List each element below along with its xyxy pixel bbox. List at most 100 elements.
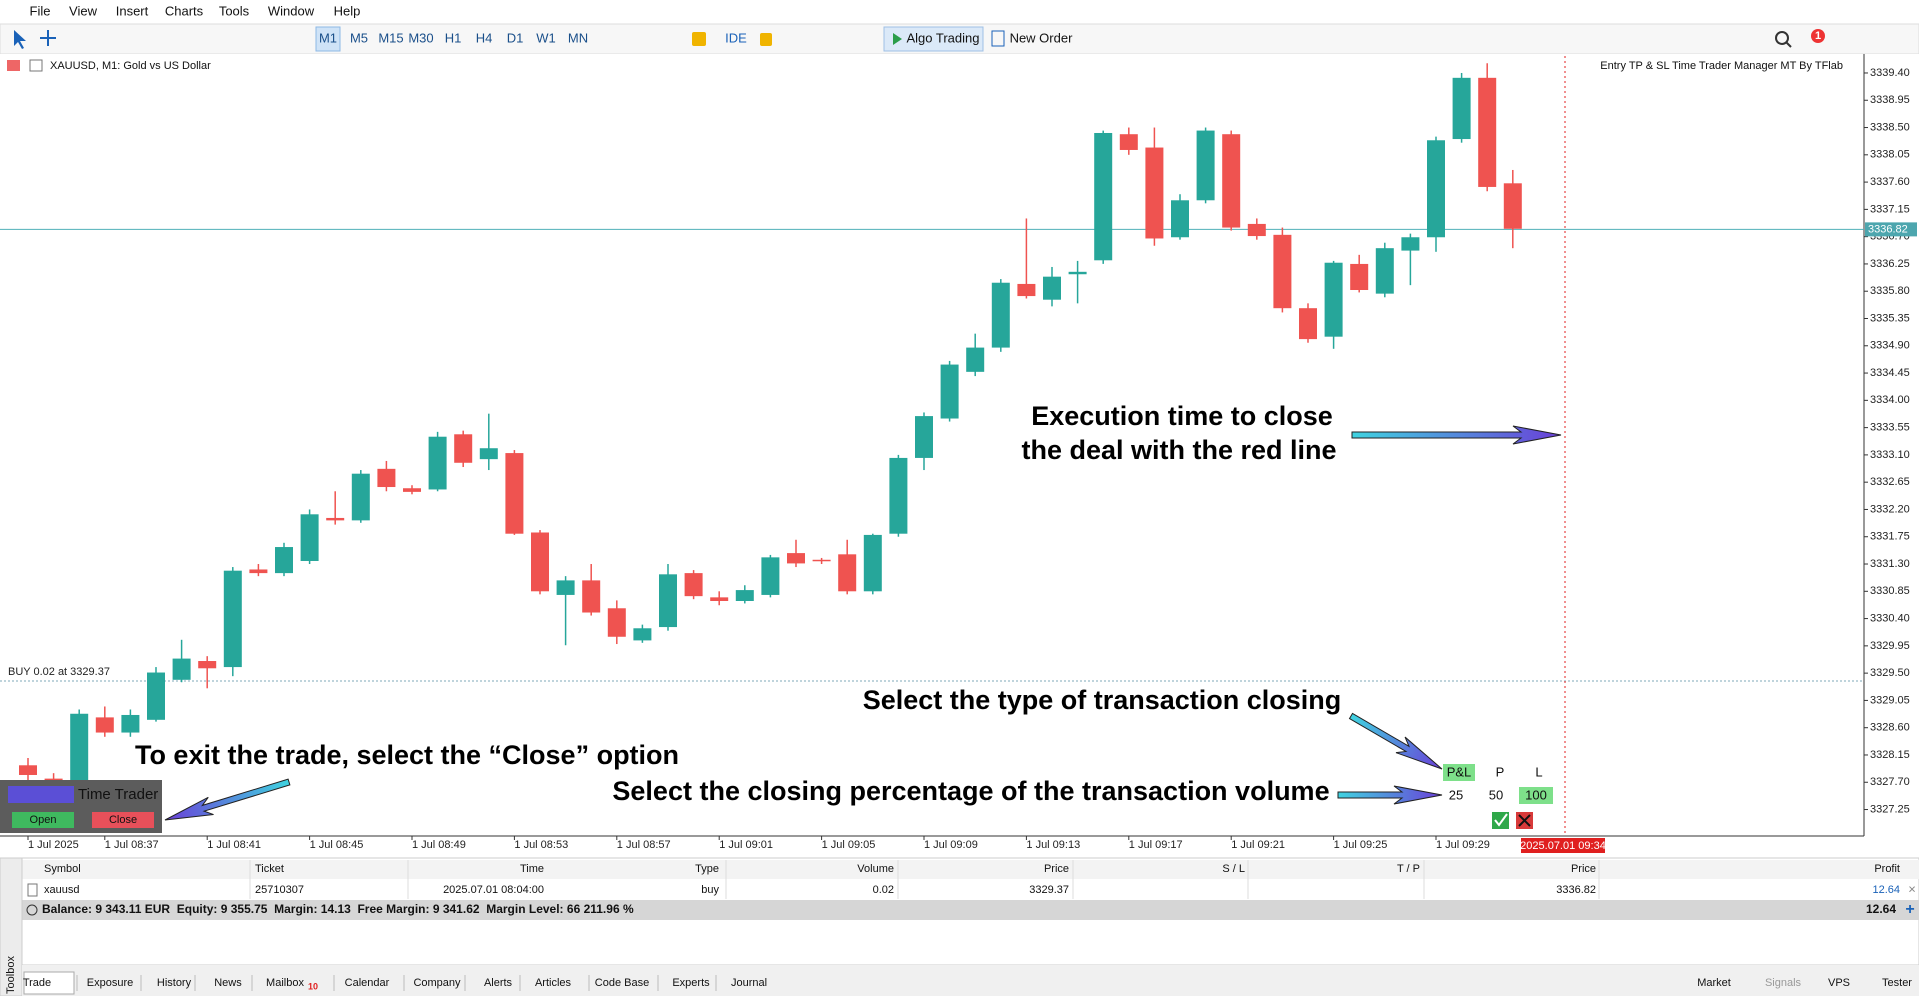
menu-item[interactable]: Window	[268, 3, 315, 18]
status-item[interactable]: VPS	[1828, 977, 1850, 989]
timeframe-button[interactable]: M15	[378, 30, 403, 45]
new-order-button[interactable]: New Order	[1010, 30, 1074, 45]
annotation: To exit the trade, select the “Close” op…	[135, 740, 679, 770]
notification-badge[interactable]	[1811, 29, 1825, 43]
close-type-option[interactable]: P	[1496, 764, 1505, 779]
timeframe-button[interactable]: H4	[476, 30, 493, 45]
panel-tab[interactable]: Company	[413, 977, 461, 989]
close-time-label: 2025.07.01 09:34	[1520, 840, 1606, 852]
cursor-icon[interactable]	[14, 30, 26, 49]
y-tick-label: 3336.25	[1870, 258, 1910, 270]
price-chart: 3339.40 3338.95 3338.50 3338.05 3337.60 3337.…	[0, 63, 1917, 851]
y-tick-label: 3334.90	[1870, 340, 1910, 352]
table-cell: buy	[701, 884, 719, 896]
crosshair-icon[interactable]	[40, 30, 56, 46]
column-header[interactable]: T / P	[1397, 863, 1420, 875]
column-header[interactable]: S / L	[1222, 863, 1245, 875]
menu-item[interactable]: Charts	[165, 3, 204, 18]
close-percent-option[interactable]: 100	[1525, 787, 1547, 802]
search-icon[interactable]	[1775, 31, 1789, 45]
column-header[interactable]: Ticket	[255, 863, 284, 875]
algo-trading-label[interactable]: Algo Trading	[907, 30, 980, 45]
timeframe-button[interactable]: M1	[319, 30, 337, 45]
timeframe-button[interactable]: D1	[507, 30, 524, 45]
menu-item[interactable]: Insert	[116, 3, 149, 18]
close-percent-option[interactable]: 50	[1489, 787, 1503, 802]
candle-body	[991, 282, 1010, 348]
panel-tab[interactable]: Code Base	[595, 977, 649, 989]
candle-body	[505, 453, 524, 534]
menu-item[interactable]: Help	[334, 3, 361, 18]
candle-body	[633, 628, 652, 641]
candle-body	[1324, 262, 1343, 337]
x-tick-label: 1 Jul 09:29	[1436, 839, 1490, 851]
x-tick-label: 1 Jul 09:09	[924, 839, 978, 851]
panel-tab[interactable]: Journal	[731, 977, 767, 989]
column-header[interactable]: Time	[520, 863, 544, 875]
timeframe-button[interactable]: H1	[445, 30, 462, 45]
panel-tab[interactable]: Alerts	[484, 977, 513, 989]
close-type-option[interactable]: L	[1535, 764, 1542, 779]
y-tick-label: 3332.20	[1870, 503, 1910, 515]
candle-body	[479, 448, 498, 460]
column-header[interactable]: Symbol	[44, 863, 81, 875]
candle-body	[761, 557, 780, 595]
x-tick-label: 1 Jul 08:45	[310, 839, 364, 851]
candle-body	[147, 672, 165, 720]
status-item[interactable]: Signals	[1765, 977, 1802, 989]
close-button[interactable]	[92, 812, 154, 828]
candle-body	[121, 714, 140, 733]
menu-item[interactable]: View	[69, 3, 98, 18]
column-header[interactable]: Volume	[857, 863, 894, 875]
timeframe-button[interactable]: W1	[536, 30, 556, 45]
y-tick-label: 3333.55	[1870, 422, 1910, 434]
annotation: the deal with the red line	[1021, 435, 1336, 465]
panel-tab[interactable]: Articles	[535, 977, 572, 989]
close-time-tag	[1521, 838, 1605, 853]
close-label[interactable]: Close	[109, 814, 137, 826]
timeframe-button[interactable]: M5	[350, 30, 368, 45]
candle-body	[223, 570, 242, 668]
close-type-option[interactable]: P&L	[1447, 764, 1472, 779]
add-button[interactable]: +	[1905, 901, 1914, 918]
y-tick-label: 3327.25	[1870, 803, 1910, 815]
menu-item[interactable]: File	[30, 3, 51, 18]
candle-body	[812, 559, 831, 562]
y-tick-label: 3335.80	[1870, 285, 1910, 297]
column-header[interactable]: Price	[1044, 863, 1069, 875]
y-tick-label: 3329.05	[1870, 694, 1910, 706]
panel-tab[interactable]: News	[214, 977, 242, 989]
close-position-button[interactable]: ×	[1908, 881, 1916, 896]
pnl-option-bg[interactable]	[1443, 764, 1475, 781]
candle-body	[1222, 134, 1241, 228]
panel-tab[interactable]: Trade	[23, 977, 51, 989]
table-cell: 3329.37	[1029, 884, 1069, 896]
y-tick-label: 3338.95	[1870, 94, 1910, 106]
status-item[interactable]: Market	[1697, 977, 1731, 989]
candle-body	[1043, 276, 1061, 300]
panel-tab[interactable]: Mailbox	[266, 977, 304, 989]
menu-item[interactable]: Tools	[219, 3, 250, 18]
panel-tab[interactable]: Calendar	[345, 977, 390, 989]
percent-option-bg[interactable]	[1519, 787, 1553, 804]
toolbox-label[interactable]: Toolbox	[5, 956, 17, 994]
arrow	[164, 778, 291, 821]
timeframe-button[interactable]: M30	[408, 30, 433, 45]
timeframe-button[interactable]: MN	[568, 30, 588, 45]
column-header[interactable]: Type	[695, 863, 719, 875]
open-label[interactable]: Open	[30, 814, 57, 826]
y-tick-label: 3329.50	[1870, 667, 1910, 679]
ide-button[interactable]: IDE	[725, 30, 747, 45]
chart-icon	[7, 60, 20, 71]
x-tick-label: 1 Jul 08:37	[105, 839, 159, 851]
panel-tab[interactable]: Experts	[672, 977, 710, 989]
table-cell: 25710307	[255, 884, 304, 896]
column-header[interactable]: Price	[1571, 863, 1596, 875]
panel-tab[interactable]: Exposure	[87, 977, 133, 989]
close-percent-option[interactable]: 25	[1449, 787, 1463, 802]
open-button[interactable]	[12, 812, 74, 828]
status-item[interactable]: Tester	[1882, 977, 1912, 989]
panel-tab[interactable]: History	[157, 977, 192, 989]
y-tick-label: 3338.50	[1870, 121, 1910, 133]
column-header[interactable]: Profit	[1874, 863, 1900, 875]
